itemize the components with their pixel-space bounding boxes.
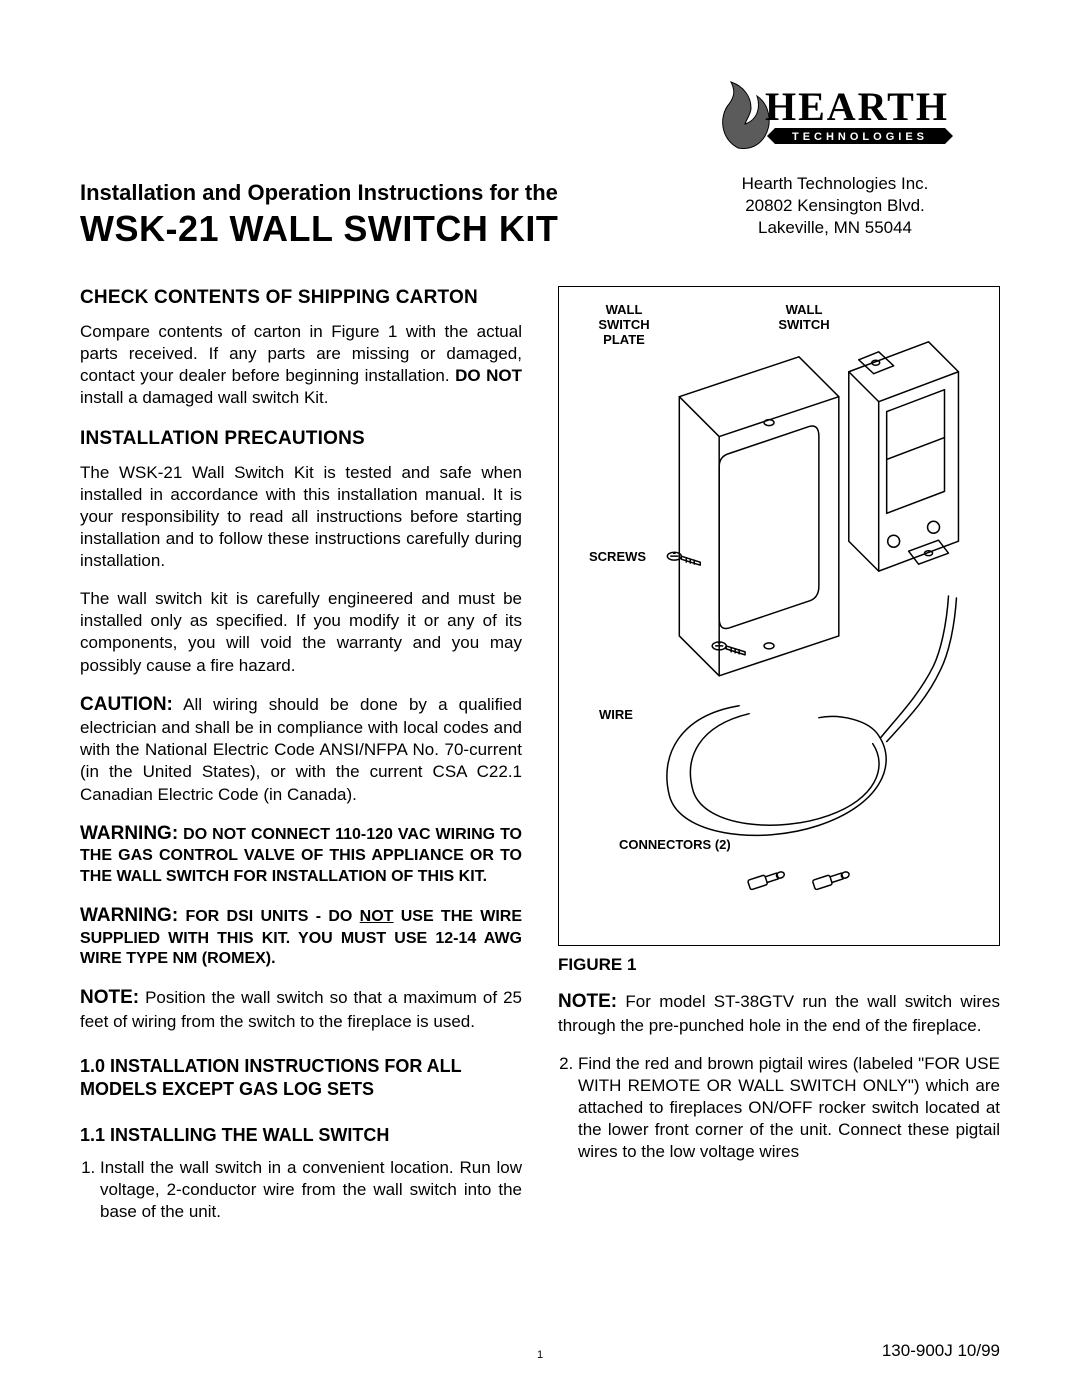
content-columns: CHECK CONTENTS OF SHIPPING CARTON Compar… bbox=[80, 286, 1000, 1237]
para-note-right: NOTE: For model ST-38GTV run the wall sw… bbox=[558, 990, 1000, 1037]
figure-1-caption: FIGURE 1 bbox=[558, 954, 1000, 976]
para-warning-1: WARNING: DO NOT CONNECT 110-120 VAC WIRI… bbox=[80, 822, 522, 888]
document-id: 130-900J 10/99 bbox=[882, 1341, 1000, 1361]
para-precautions-1: The WSK-21 Wall Switch Kit is tested and… bbox=[80, 462, 522, 572]
para-precautions-2: The wall switch kit is carefully enginee… bbox=[80, 588, 522, 676]
step-2: Find the red and brown pigtail wires (la… bbox=[578, 1053, 1000, 1163]
left-column: CHECK CONTENTS OF SHIPPING CARTON Compar… bbox=[80, 286, 522, 1237]
figure-1-diagram bbox=[559, 287, 999, 945]
install-steps-right: Find the red and brown pigtail wires (la… bbox=[558, 1053, 1000, 1163]
step-1: Install the wall switch in a convenient … bbox=[100, 1157, 522, 1223]
install-steps-left: Install the wall switch in a convenient … bbox=[80, 1157, 522, 1223]
company-city: Lakeville, MN 55044 bbox=[690, 217, 980, 239]
heading-check-contents: CHECK CONTENTS OF SHIPPING CARTON bbox=[80, 286, 522, 311]
para-check-contents: Compare contents of carton in Figure 1 w… bbox=[80, 321, 522, 409]
document-title: WSK-21 WALL SWITCH KIT bbox=[80, 208, 640, 250]
heading-precautions: INSTALLATION PRECAUTIONS bbox=[80, 427, 522, 452]
company-address: Hearth Technologies Inc. 20802 Kensingto… bbox=[690, 173, 980, 239]
heading-1-1: 1.1 INSTALLING THE WALL SWITCH bbox=[80, 1124, 522, 1147]
company-name: Hearth Technologies Inc. bbox=[690, 173, 980, 195]
para-warning-2: WARNING: FOR DSI UNITS - DO NOT USE THE … bbox=[80, 904, 522, 970]
svg-text:HEARTH: HEARTH bbox=[765, 84, 949, 129]
heading-1-0: 1.0 INSTALLATION INSTRUCTIONS FOR ALL MO… bbox=[80, 1055, 522, 1102]
para-caution: CAUTION: All wiring should be done by a … bbox=[80, 693, 522, 806]
hearth-logo: HEARTH TECHNOLOGIES bbox=[705, 70, 965, 160]
svg-text:TECHNOLOGIES: TECHNOLOGIES bbox=[792, 131, 928, 143]
para-note-left: NOTE: Position the wall switch so that a… bbox=[80, 986, 522, 1033]
right-column: WALL SWITCH PLATE WALL SWITCH SCREWS WIR… bbox=[558, 286, 1000, 1237]
brand-block: HEARTH TECHNOLOGIES Hearth Technologies … bbox=[690, 70, 980, 239]
document-subtitle: Installation and Operation Instructions … bbox=[80, 180, 640, 206]
document-header: Installation and Operation Instructions … bbox=[80, 180, 640, 250]
company-street: 20802 Kensington Blvd. bbox=[690, 195, 980, 217]
page-number: 1 bbox=[537, 1349, 543, 1361]
figure-1-frame: WALL SWITCH PLATE WALL SWITCH SCREWS WIR… bbox=[558, 286, 1000, 946]
